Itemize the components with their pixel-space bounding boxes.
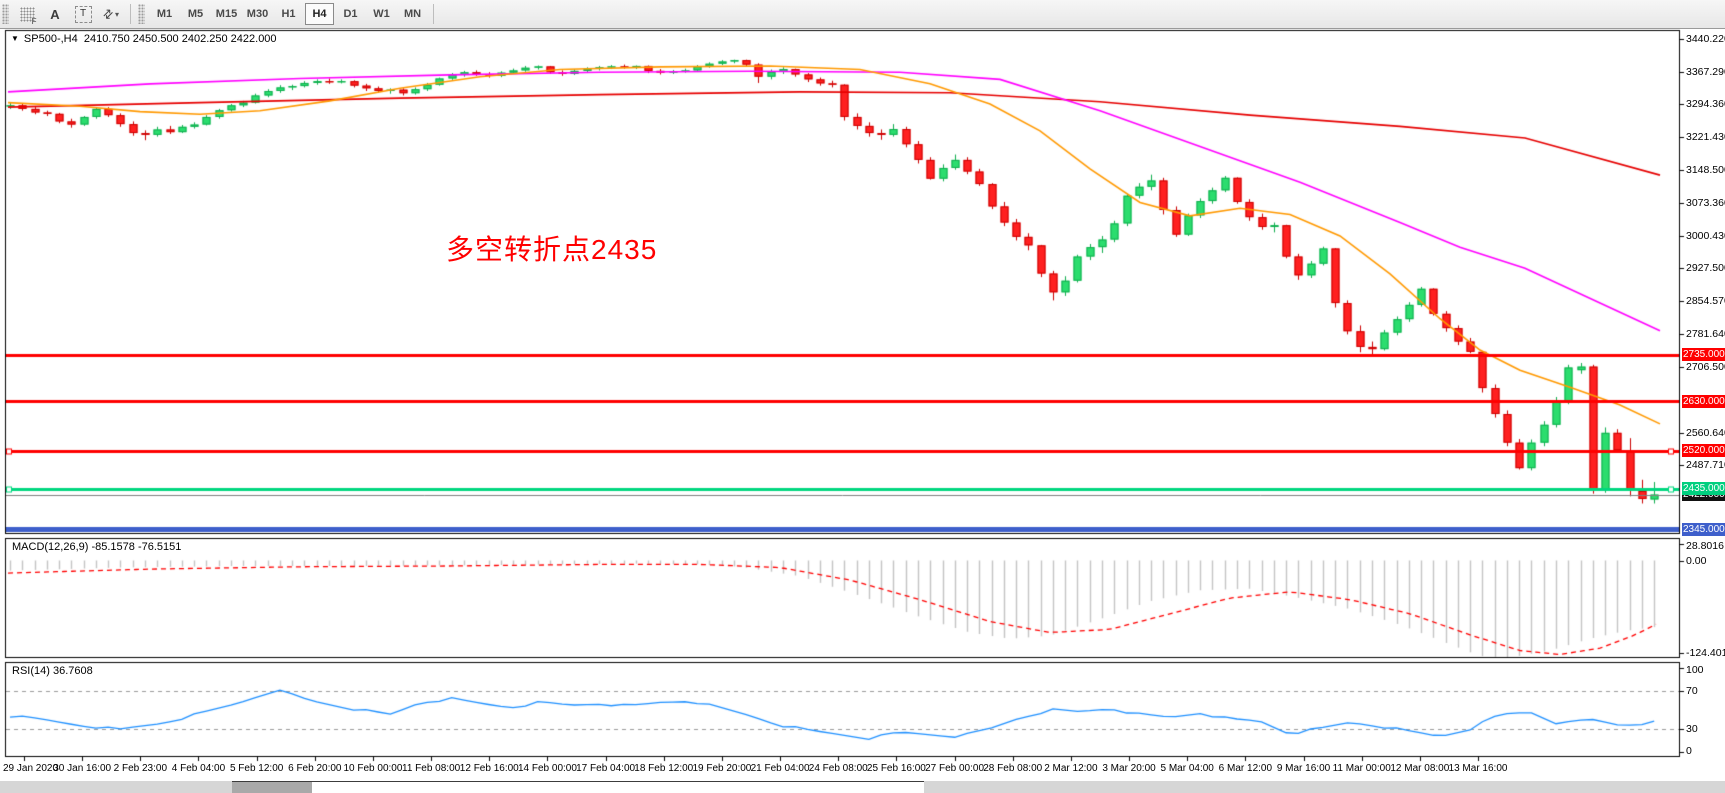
date-axis-label: 24 Feb 08:00 — [808, 763, 868, 774]
date-axis-label: 3 Mar 20:00 — [1102, 763, 1156, 774]
symbol-name: SP500-,H4 — [23, 33, 78, 45]
date-axis-label: 6 Mar 12:00 — [1218, 763, 1273, 774]
ohlc-readout: 2410.750 2450.500 2402.250 2422.000 — [83, 33, 277, 45]
date-axis-label: 5 Feb 12:00 — [229, 763, 284, 774]
hline-price-box: 2435.000 — [1682, 482, 1725, 496]
price-axis-label: 3148.500 — [1686, 163, 1725, 176]
date-axis-label: 17 Feb 04:00 — [576, 763, 636, 774]
price-axis-label: 2854.570 — [1686, 295, 1725, 308]
date-axis-label: 30 Jan 16:00 — [53, 763, 112, 774]
chart-annotation-text[interactable]: 多空转折点2435 — [446, 234, 658, 265]
hline-price-box: 2520.000 — [1682, 444, 1725, 458]
date-axis-label: 6 Feb 20:00 — [288, 763, 342, 774]
rsi-axis-label: 30 — [1686, 722, 1698, 735]
date-axis-label: 12 Feb 16:00 — [459, 763, 519, 774]
price-axis-label: 2706.500 — [1686, 361, 1725, 374]
macd-axis-label: 0.00 — [1686, 554, 1707, 567]
date-axis-label: 2 Mar 12:00 — [1044, 763, 1098, 774]
date-axis-label: 29 Jan 2020 — [3, 763, 59, 774]
date-axis-label: 14 Feb 00:00 — [517, 763, 577, 774]
date-axis-label: 13 Mar 16:00 — [1448, 763, 1508, 774]
price-axis-label: 2927.500 — [1686, 262, 1725, 275]
price-axis-label: 3294.360 — [1686, 98, 1725, 111]
date-axis-label: 5 Mar 04:00 — [1160, 763, 1214, 774]
chart-tab-inactive[interactable] — [232, 781, 312, 793]
price-axis-label: 3000.430 — [1686, 229, 1725, 242]
hline-price-box: 2735.000 — [1682, 348, 1725, 361]
rsi-axis-label: 0 — [1686, 745, 1692, 757]
date-axis-label: 10 Feb 00:00 — [343, 763, 403, 774]
price-axis-label: 3221.430 — [1686, 130, 1725, 143]
price-axis-label: 2560.640 — [1686, 426, 1725, 439]
macd-indicator-label: MACD(12,26,9) -85.1578 -76.5151 — [12, 541, 182, 553]
price-axis-label: 3367.290 — [1686, 65, 1725, 78]
date-axis-label: 2 Feb 23:00 — [113, 763, 167, 774]
price-axis-label: 2781.640 — [1686, 327, 1725, 340]
date-axis-label: 25 Feb 16:00 — [866, 763, 926, 774]
hline-price-box: 2345.000 — [1682, 522, 1725, 536]
price-axis-label: 3440.220 — [1686, 33, 1725, 45]
rsi-axis-label: 100 — [1686, 664, 1704, 676]
date-axis-label: 18 Feb 12:00 — [634, 763, 694, 774]
date-axis-label: 11 Mar 00:00 — [1332, 763, 1391, 774]
one-click-expand-icon[interactable]: ▼ — [11, 34, 19, 43]
date-axis-label: 12 Mar 08:00 — [1390, 763, 1450, 774]
chart-symbol-title: ▼ SP500-,H4 2410.750 2450.500 2402.250 24… — [11, 33, 277, 45]
date-axis-label: 4 Feb 04:00 — [171, 763, 226, 774]
date-axis-label: 11 Feb 08:00 — [402, 763, 461, 774]
bottom-tab-strip — [0, 781, 1725, 793]
chart-tab-active[interactable] — [312, 781, 924, 793]
rsi-indicator-label: RSI(14) 36.7608 — [12, 665, 93, 677]
date-axis-label: 21 Feb 04:00 — [750, 763, 810, 774]
date-axis-label: 19 Feb 20:00 — [692, 763, 752, 774]
date-axis-label: 27 Feb 00:00 — [925, 763, 985, 774]
price-axis-label: 3073.360 — [1686, 197, 1725, 210]
date-axis-label: 28 Feb 08:00 — [983, 763, 1043, 774]
rsi-axis-label: 70 — [1686, 685, 1698, 698]
date-axis-label: 9 Mar 16:00 — [1276, 763, 1331, 774]
macd-axis-label: 28.8016 — [1686, 540, 1724, 552]
hline-price-box: 2630.000 — [1682, 394, 1725, 408]
price-axis-label: 2487.710 — [1686, 459, 1725, 472]
